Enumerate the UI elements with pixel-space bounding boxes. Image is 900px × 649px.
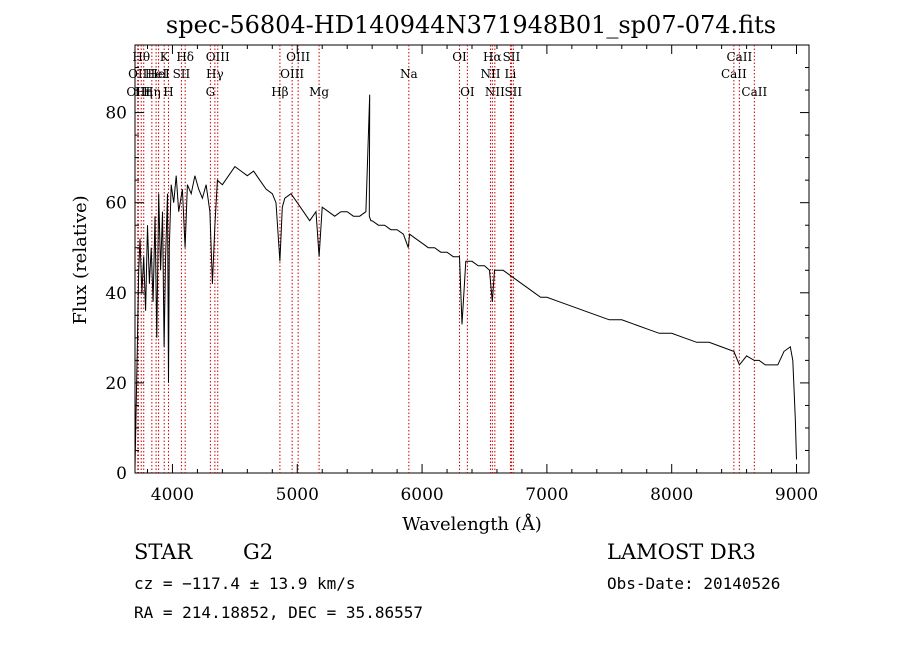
x-axis-label: Wavelength (Å) bbox=[402, 513, 542, 535]
line-label-oi-6363: OI bbox=[460, 85, 475, 99]
line-label-h-3968: H bbox=[163, 85, 173, 99]
line-label-caii-8662: CaII bbox=[741, 85, 767, 99]
line-label-hei-3889: HeI bbox=[147, 67, 170, 81]
plot-frame bbox=[134, 44, 810, 474]
line-label-na-5894: Na bbox=[400, 67, 418, 81]
line-label-h-4102: Hδ bbox=[176, 50, 194, 64]
line-label-h-3750: Hθ bbox=[132, 50, 150, 64]
line-label-h-3835: Hη bbox=[143, 85, 161, 99]
line-label-hei-3869: HeI bbox=[145, 67, 168, 81]
line-label-h-6563: Hα bbox=[483, 50, 502, 64]
line-label-oi-6300: OI bbox=[452, 50, 467, 64]
object-subclass: G2 bbox=[243, 540, 274, 564]
line-label-caii-8498: CaII bbox=[721, 67, 747, 81]
y-axis-ticks: 0 20 40 60 80 bbox=[105, 67, 809, 484]
line-label-sii-4072: SII bbox=[173, 67, 191, 81]
object-class: STAR bbox=[134, 540, 193, 564]
x-tick-label-4000: 4000 bbox=[151, 485, 194, 505]
line-label-h-4340: Hγ bbox=[206, 67, 224, 81]
survey-name: LAMOST DR3 bbox=[607, 540, 756, 564]
y-tick-label-20: 20 bbox=[105, 374, 127, 394]
y-tick-label-0: 0 bbox=[116, 464, 127, 484]
line-label-k-3934: K bbox=[160, 50, 170, 64]
emission-line-labels: OIIOIIIHθHηHηHeIHeIKHSIIHδGHγOIIIHβOIIIO… bbox=[126, 50, 767, 99]
line-label-li-6708: Li bbox=[505, 67, 517, 81]
x-axis-ticks: 4000 5000 6000 7000 8000 9000 bbox=[146, 45, 818, 505]
x-tick-label-6000: 6000 bbox=[400, 485, 443, 505]
line-label-caii-8542: CaII bbox=[726, 50, 752, 64]
line-label-mg-5175: Mg bbox=[309, 85, 329, 99]
sky-coordinates: RA = 214.18852, DEC = 35.86557 bbox=[134, 603, 423, 622]
line-label-oiii-5007: OIII bbox=[286, 50, 310, 64]
y-tick-label-40: 40 bbox=[105, 284, 127, 304]
x-tick-label-8000: 8000 bbox=[650, 485, 693, 505]
line-label-oiii-4959: OIII bbox=[280, 67, 304, 81]
x-tick-label-5000: 5000 bbox=[276, 485, 319, 505]
line-label-g-4304: G bbox=[206, 85, 216, 99]
line-label-nii-6583: NII bbox=[485, 85, 505, 99]
x-tick-label-7000: 7000 bbox=[525, 485, 568, 505]
y-tick-label-60: 60 bbox=[105, 194, 127, 214]
redshift-value: cz = −117.4 ± 13.9 km/s bbox=[134, 574, 356, 593]
line-label-oii-3722: OII bbox=[128, 67, 148, 81]
x-tick-label-9000: 9000 bbox=[775, 485, 818, 505]
chart-title: spec-56804-HD140944N371948B01_sp07-074.f… bbox=[166, 11, 776, 39]
spectrum-series bbox=[134, 94, 797, 469]
observation-date: Obs-Date: 20140526 bbox=[607, 574, 781, 593]
emission-line-markers bbox=[137, 45, 755, 473]
line-label-h-4861: Hβ bbox=[271, 85, 288, 99]
y-axis-label: Flux (relative) bbox=[70, 195, 91, 324]
line-label-nii-6548: NII bbox=[480, 67, 500, 81]
line-label-oiii-3727: OIII bbox=[126, 85, 150, 99]
line-label-sii-6731: SII bbox=[504, 85, 522, 99]
line-label-h-3770: Hη bbox=[135, 85, 153, 99]
line-label-oiii-4363: OIII bbox=[206, 50, 230, 64]
line-label-sii-6716: SII bbox=[503, 50, 521, 64]
y-tick-label-80: 80 bbox=[105, 104, 127, 124]
